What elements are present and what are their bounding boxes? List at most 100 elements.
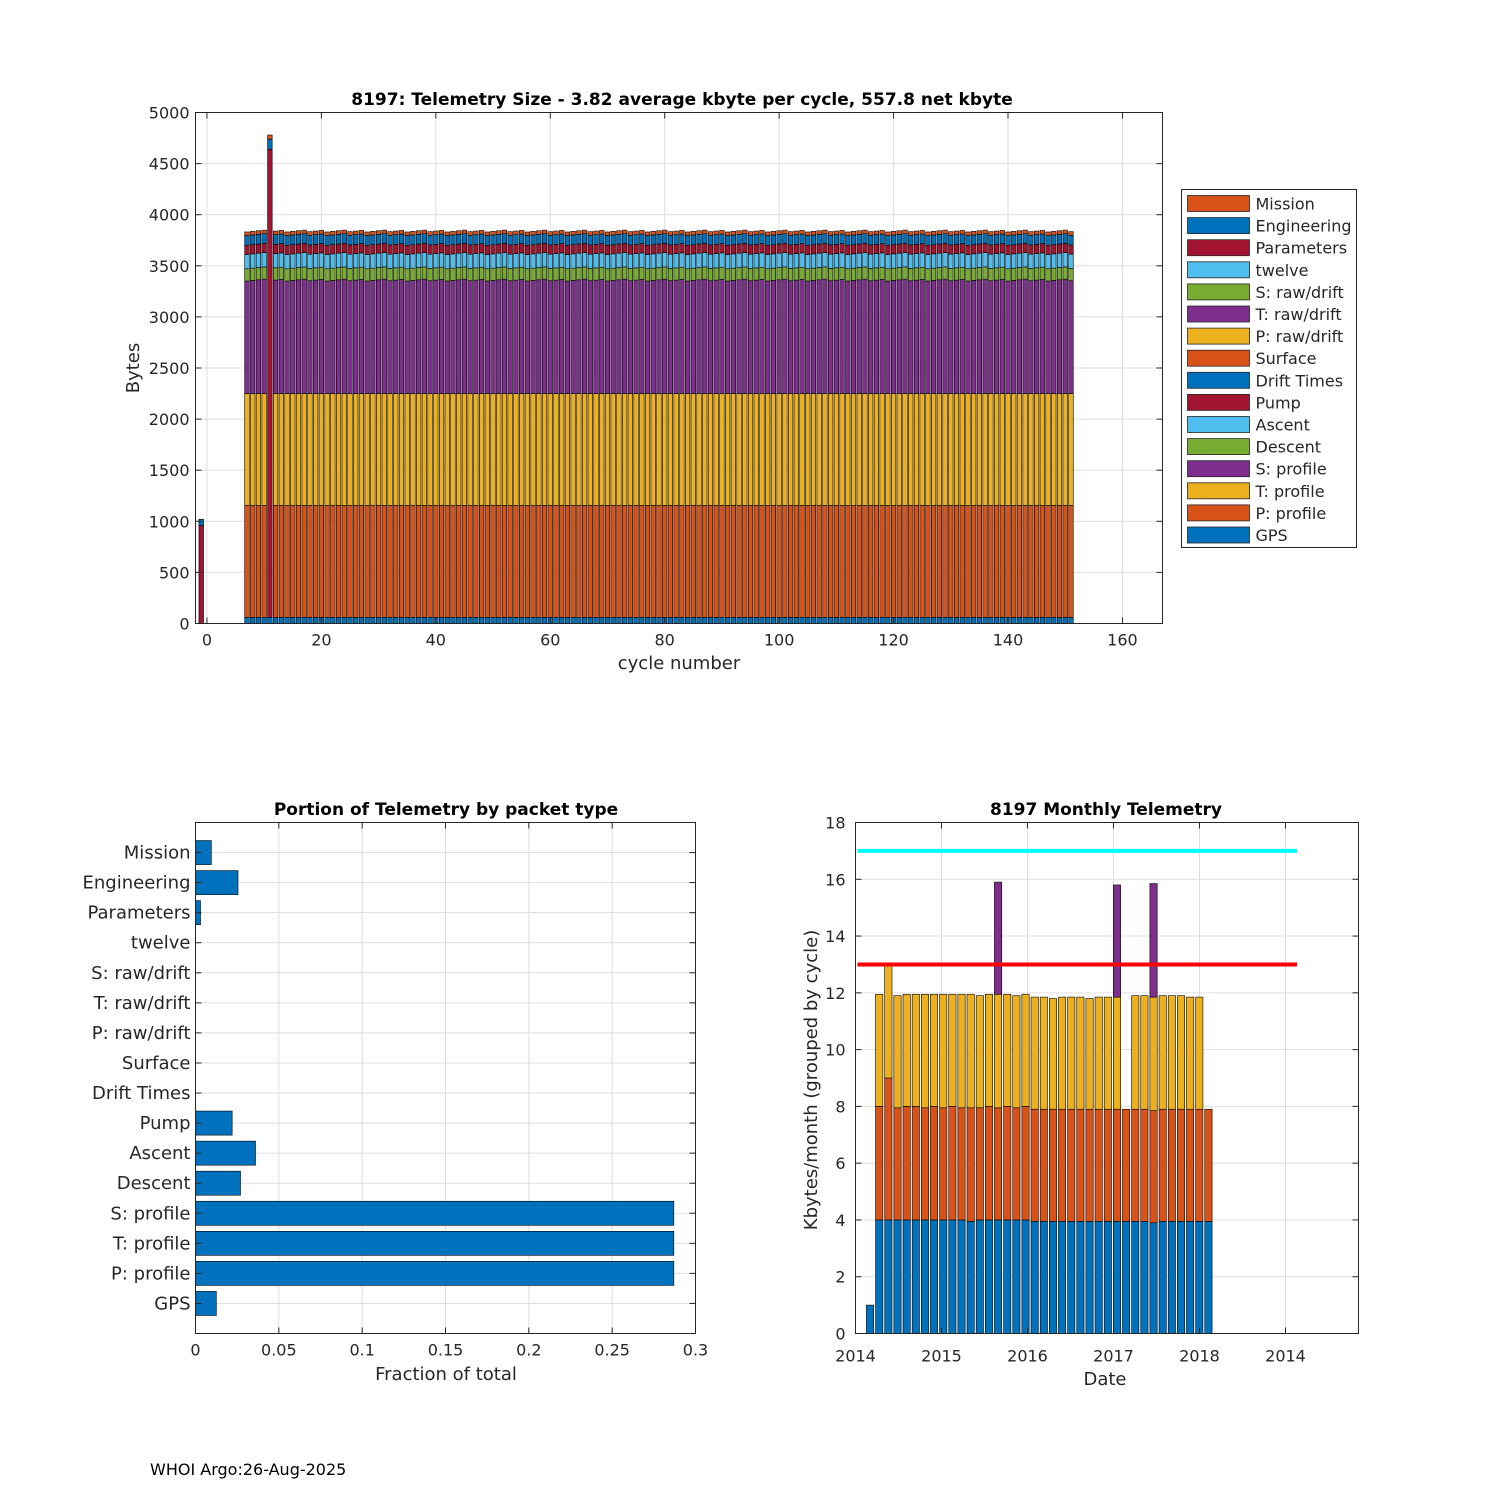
bar-segment xyxy=(684,244,691,255)
bar-segment xyxy=(793,505,799,618)
bar-segment xyxy=(730,234,736,245)
bar-segment xyxy=(936,252,942,268)
bar-segment xyxy=(1034,230,1040,235)
bar-segment xyxy=(416,252,422,268)
bar-segment xyxy=(616,243,622,254)
bar-segment xyxy=(965,254,971,270)
bar-segment xyxy=(931,280,937,394)
bar-segment xyxy=(690,505,696,618)
bar-segment xyxy=(799,233,805,245)
bar-segment xyxy=(1068,244,1074,255)
bar-segment xyxy=(885,244,891,255)
bar-segment xyxy=(284,617,290,624)
bar-segment xyxy=(816,505,822,618)
bar-segment xyxy=(444,235,450,246)
bar-segment xyxy=(833,267,839,281)
bar-segment xyxy=(524,505,530,618)
bar-segment xyxy=(541,617,548,624)
bar-segment xyxy=(519,279,525,394)
legend-label: GPS xyxy=(1256,526,1288,545)
bar-segment xyxy=(473,267,479,281)
bar-segment xyxy=(776,505,782,618)
bar-segment xyxy=(376,230,382,235)
bar-segment xyxy=(885,280,891,394)
bar-segment xyxy=(524,393,530,506)
bar-segment xyxy=(1056,393,1063,506)
bar-segment xyxy=(862,229,868,235)
bar-segment xyxy=(393,244,399,254)
bar-segment xyxy=(730,505,736,618)
bar-segment xyxy=(553,234,559,245)
bar-segment xyxy=(1039,266,1045,280)
bar-segment xyxy=(370,234,376,245)
bar-segment xyxy=(1068,231,1074,236)
bar-segment xyxy=(982,505,988,618)
y-tick-label: T: profile xyxy=(112,1233,191,1254)
x-tick-label: 0.25 xyxy=(594,1341,630,1360)
bar-segment xyxy=(576,505,582,618)
bar-segment xyxy=(1149,1222,1158,1334)
bar-segment xyxy=(862,617,868,624)
bar-segment xyxy=(816,243,822,254)
bar-segment xyxy=(198,518,204,526)
bar-segment xyxy=(1056,505,1063,618)
bar-segment xyxy=(410,280,416,394)
bar-segment xyxy=(1022,617,1028,624)
bar-segment xyxy=(673,393,679,506)
bar-segment xyxy=(942,393,948,506)
bar-segment xyxy=(884,964,893,1079)
bar-segment xyxy=(553,505,559,618)
bar-segment xyxy=(1051,253,1057,269)
bar-segment xyxy=(684,617,691,624)
bar-segment xyxy=(805,617,811,624)
chart-title: Portion of Telemetry by packet type xyxy=(274,800,618,820)
bar-segment xyxy=(1140,1108,1149,1222)
bar-segment xyxy=(530,244,536,255)
bar-segment xyxy=(370,244,376,255)
y-tick-label: 18 xyxy=(825,814,845,833)
bar-segment xyxy=(250,505,256,618)
bar-segment xyxy=(530,267,536,281)
bar-segment xyxy=(908,253,914,269)
bar-segment xyxy=(662,233,668,244)
legend-label: P: profile xyxy=(1256,504,1327,523)
bar-segment xyxy=(1034,393,1040,506)
bar-segment xyxy=(450,505,456,618)
bar-segment xyxy=(850,280,857,394)
bar-segment xyxy=(856,234,862,245)
bar-segment xyxy=(290,617,296,624)
bar-segment xyxy=(433,505,439,618)
bar-segment xyxy=(347,234,353,246)
bar-segment xyxy=(679,252,685,268)
bar-segment xyxy=(295,617,302,624)
bar-segment xyxy=(358,279,365,394)
bar-segment xyxy=(1140,1221,1149,1334)
bar-segment xyxy=(496,252,502,268)
bar-segment xyxy=(398,252,405,268)
bar-segment xyxy=(959,505,965,618)
bar-segment xyxy=(318,230,324,235)
bar-segment xyxy=(684,235,691,246)
bar-segment xyxy=(393,505,399,618)
bar-segment xyxy=(1204,1221,1213,1334)
bar-segment xyxy=(1005,244,1011,255)
bar-segment xyxy=(381,617,387,624)
bar-segment xyxy=(370,280,376,394)
bar-segment xyxy=(770,617,777,624)
bar-segment xyxy=(828,617,834,624)
bar-segment xyxy=(616,252,622,268)
bar-segment xyxy=(541,252,548,268)
x-tick-label: 2016 xyxy=(1007,1347,1048,1366)
bar-segment xyxy=(988,617,994,624)
bar-segment xyxy=(805,280,811,394)
bar-segment xyxy=(473,617,479,624)
legend-swatch xyxy=(1187,460,1250,478)
bar-segment xyxy=(1016,617,1023,624)
bar-segment xyxy=(850,505,857,618)
bar-segment xyxy=(930,1106,939,1221)
bar-segment xyxy=(295,279,302,394)
bar-segment xyxy=(1011,617,1017,624)
chart-title: 8197 Monthly Telemetry xyxy=(990,800,1222,820)
bar-segment xyxy=(484,280,490,394)
bar-segment xyxy=(524,268,530,282)
